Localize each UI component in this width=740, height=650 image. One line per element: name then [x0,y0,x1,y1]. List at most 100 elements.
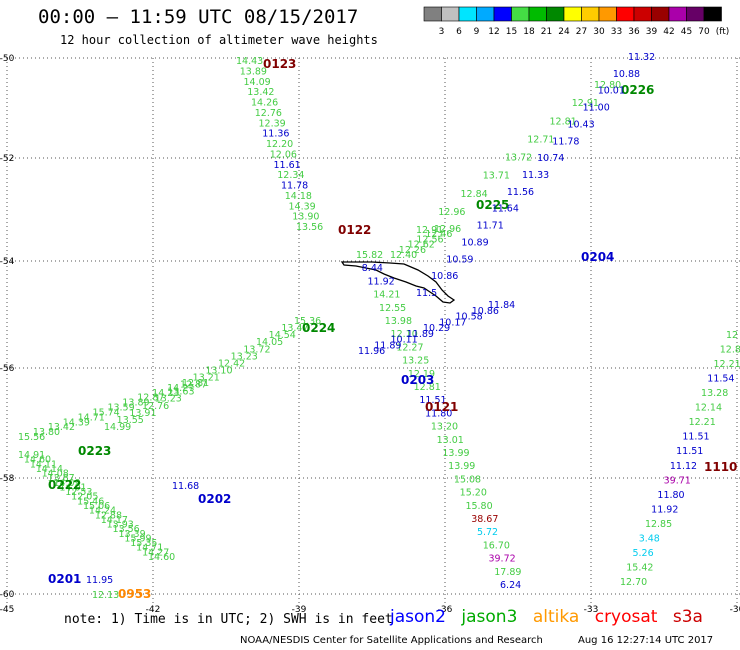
mission-jason3: jason3 [461,607,518,627]
mission-cryosat: cryosat [594,607,658,627]
map-subtitle: 12 hour collection of altimeter wave hei… [60,33,378,47]
wave-height-value: 12.8 [720,345,740,356]
wave-height-value: 12.76 [142,401,169,412]
wave-height-value: 12.06 [270,149,297,160]
colorbar-bin [528,6,547,22]
wave-height-value: 14.39 [63,417,90,428]
wave-height-value: 12.21 [689,417,716,428]
colorbar-label: 12 [488,27,499,37]
wave-height-value: 12.87 [137,393,164,404]
wave-height-value: 13.20 [431,422,458,433]
wave-height-value: 13.99 [442,448,469,459]
wave-height-value: 17.89 [494,567,521,578]
wave-height-value: 12.42 [218,358,245,369]
colorbar-bin [458,6,477,22]
wave-height-value: 14.09 [53,478,80,489]
wave-height-value: 13.47 [281,323,308,334]
wave-height-value: 11.78 [552,136,579,147]
colorbar-label: 70 [698,27,710,37]
pass-id-label: 0222 [48,478,81,492]
wave-height-value: 13.93 [107,520,134,531]
wave-height-value: 15.99 [124,533,151,544]
wave-height-value: 11.00 [583,103,610,114]
wave-height-value: 12 [726,330,738,341]
wave-height-value: 11.51 [419,395,446,406]
wave-height-value: 10.89 [461,237,488,248]
pass-id-label: 0122 [338,223,371,237]
wave-height-value: 14.26 [251,98,278,109]
wave-height-value: 14.17 [101,515,128,526]
wave-height-value: 13.23 [155,394,182,405]
wave-height-value: 13.42 [48,422,75,433]
wave-height-value: 15.74 [93,407,120,418]
latitude-label: -58 [0,474,15,484]
wave-height-value: 10.59 [446,254,473,265]
wave-height-value: 12.81 [550,116,577,127]
wave-height-value: 10.01 [598,86,625,97]
wave-height-value: 11.92 [368,276,395,287]
colorbar-label: 30 [593,27,605,37]
colorbar-unit: (ft) [716,27,730,37]
wave-height-value: 14.01 [59,482,86,493]
wave-height-value: 10.86 [472,306,499,317]
pass-id-label: 0123 [263,57,296,71]
mission-s3a: s3a [672,607,703,627]
latitude-label: -50 [0,54,15,64]
latitude-label: -52 [0,154,14,164]
colorbar-label: 45 [681,27,692,37]
pass-id-label: 0201 [48,572,81,586]
colorbar-label: 9 [474,27,480,37]
wave-height-value: 12.56 [416,234,443,245]
colorbar-bin [616,6,635,22]
colorbar-label: 18 [523,27,535,37]
wave-height-value: 14.24 [89,506,116,517]
wave-height-value: 14.27 [167,383,194,394]
colorbar-bin [441,6,460,22]
mission-legend: jason2 jason3 altika cryosat s3a [390,607,713,627]
wave-height-value: 12.55 [379,303,406,314]
colorbar-bin [511,6,530,22]
wave-height-value: 11.78 [281,181,308,192]
wave-height-value: 15.36 [294,316,321,327]
colorbar-label: 42 [663,27,674,37]
pass-id-label: 0121 [425,400,458,414]
wave-height-value: 11.96 [358,346,385,357]
longitude-labels: -45 -42 -39 -36 -33 -30 [0,605,740,615]
wave-height-value: 11.51 [676,446,703,457]
wave-height-value: 11.12 [670,461,697,472]
wave-height-value: 14.08 [42,469,69,480]
pass-id-label: 0202 [198,492,231,506]
wave-height-value: 16.70 [483,540,510,551]
legend-note: note: 1) Time is in UTC; 2) SWH is in fe… [64,612,393,627]
colorbar-label: 36 [628,27,640,37]
wave-height-value: 12.34 [277,170,304,181]
wave-height-value: 12.26 [399,245,426,256]
wave-height-value: 11.80 [425,408,452,419]
wave-height-value: 13.10 [205,365,232,376]
wave-height-value: 10.17 [439,317,466,328]
south-georgia-island [340,261,456,304]
wave-height-value: 11.68 [172,481,199,492]
wave-height-value: 14.23 [152,388,179,399]
wave-height-value: 13.56 [113,524,140,535]
wave-height-value: 11.89 [374,340,401,351]
wave-height-value: 15.80 [465,501,492,512]
wave-height-value: 39.72 [488,554,515,565]
wave-height-value: 10.88 [613,69,640,80]
wave-height-value: 6.24 [500,580,521,591]
pass-id-label: 0224 [302,321,335,335]
colorbar-bin [563,6,582,22]
colorbar-label: 21 [541,27,552,37]
wave-height-value: 14.05 [256,337,283,348]
wave-height-value: 10.86 [431,271,458,282]
wave-height-value: 12.81 [414,382,441,393]
wave-height-value: 12.91 [416,225,443,236]
wave-height-value: 15.08 [454,474,481,485]
latitude-label: -56 [0,364,15,374]
wave-height-value: 13.28 [701,388,728,399]
colorbar-bin [546,6,565,22]
pass-id-label: 1110 [704,460,737,474]
colorbar-bin [633,6,652,22]
wave-height-value: 11.51 [682,432,709,443]
